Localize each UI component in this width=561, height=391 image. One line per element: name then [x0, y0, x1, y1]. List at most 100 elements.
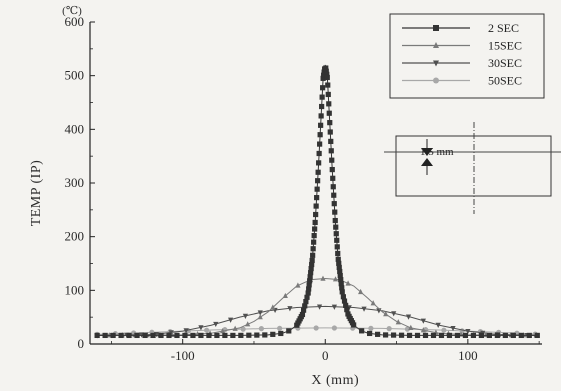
data-point: [368, 325, 374, 331]
data-point: [323, 68, 329, 74]
data-point: [435, 322, 441, 328]
data-point: [312, 219, 318, 226]
inset-dimension-label: 1.5 mm: [420, 146, 454, 158]
data-point: [433, 42, 439, 48]
data-point: [309, 261, 315, 268]
cross-section-inset: 1.5 mm: [384, 122, 561, 214]
data-point: [390, 332, 397, 338]
data-point: [319, 94, 325, 100]
data-point: [358, 288, 364, 295]
data-point: [414, 332, 421, 339]
data-point: [433, 25, 439, 31]
data-point: [222, 332, 228, 339]
data-point: [339, 289, 345, 295]
data-point: [470, 332, 477, 339]
data-point: [330, 184, 336, 190]
data-point: [206, 332, 212, 339]
data-point: [386, 326, 392, 332]
data-point: [446, 332, 453, 339]
data-point: [345, 280, 351, 286]
data-point: [331, 192, 337, 198]
data-point: [238, 332, 244, 338]
data-point: [300, 307, 307, 313]
data-point: [258, 326, 264, 332]
data-point: [118, 332, 124, 339]
data-point: [398, 332, 405, 338]
legend-entry: 2 SEC: [402, 21, 519, 35]
series-line: [97, 64, 540, 336]
data-point: [158, 332, 164, 339]
y-tick-label: 300: [65, 175, 85, 190]
plot-area: [94, 64, 540, 339]
data-point: [324, 71, 330, 77]
data-point: [278, 330, 284, 337]
data-point: [307, 278, 313, 284]
data-point: [332, 276, 339, 282]
data-point: [310, 246, 316, 252]
x-tick-label: 100: [458, 348, 478, 363]
data-point: [166, 332, 172, 339]
data-point: [325, 91, 331, 98]
data-point: [329, 157, 335, 163]
data-point: [246, 332, 252, 338]
data-point: [338, 281, 344, 287]
data-point: [227, 317, 234, 323]
data-point: [232, 325, 238, 331]
data-point: [404, 326, 410, 332]
data-point: [335, 250, 341, 257]
data-point: [406, 332, 413, 338]
legend-entry: 30SEC: [402, 56, 522, 70]
data-point: [333, 224, 339, 230]
data-point: [287, 306, 293, 312]
data-point: [338, 277, 344, 283]
data-point: [340, 294, 346, 300]
data-point: [334, 244, 340, 250]
data-point: [299, 311, 306, 318]
data-point: [286, 328, 292, 334]
data-point: [450, 325, 456, 332]
data-point: [320, 75, 326, 81]
data-point: [330, 175, 336, 181]
data-point: [326, 101, 332, 107]
data-point: [323, 65, 329, 71]
legend-label: 15SEC: [488, 39, 522, 53]
data-point: [332, 209, 338, 215]
data-point: [478, 332, 485, 339]
x-tick-label: -100: [171, 348, 195, 363]
data-point: [502, 332, 508, 339]
data-point: [374, 331, 381, 337]
data-point: [382, 332, 389, 338]
data-point: [328, 138, 334, 145]
data-point: [311, 239, 317, 245]
data-point: [430, 332, 437, 339]
data-point: [333, 231, 339, 237]
data-point: [306, 282, 312, 288]
data-point: [341, 298, 348, 304]
data-point: [240, 326, 246, 332]
data-point: [441, 327, 447, 333]
y-tick-label: 400: [65, 121, 85, 136]
series-2sec: [94, 64, 540, 339]
legend-label: 30SEC: [488, 56, 522, 70]
data-point: [262, 332, 268, 338]
data-point: [94, 332, 100, 339]
data-point: [314, 186, 320, 192]
data-point: [311, 232, 317, 239]
arrow-down-icon: [421, 148, 433, 156]
data-point: [526, 332, 532, 339]
data-point: [370, 300, 376, 306]
data-point: [182, 332, 188, 339]
data-point: [198, 332, 204, 339]
data-point: [307, 274, 313, 280]
data-point: [326, 110, 332, 116]
data-point: [242, 313, 249, 319]
data-point: [494, 332, 500, 339]
legend-entry: 15SEC: [402, 39, 522, 53]
data-point: [257, 310, 263, 316]
data-point: [331, 201, 337, 207]
series-line: [97, 305, 540, 336]
data-point: [336, 260, 342, 266]
data-point: [316, 160, 322, 166]
data-point: [316, 304, 323, 310]
legend: 2 SEC 15SEC 30SEC 50SEC: [389, 13, 545, 99]
